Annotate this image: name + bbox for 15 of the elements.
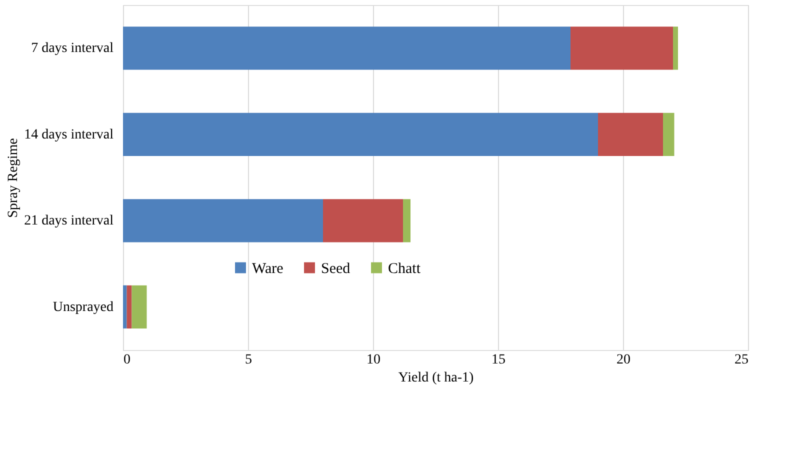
x-tick-label: 15 — [492, 352, 506, 368]
y-tick-label: Unsprayed — [52, 300, 114, 315]
y-tick-label: 7 days interval — [31, 41, 114, 56]
y-tick-label: 21 days interval — [24, 214, 114, 229]
x-tick-label: 20 — [616, 352, 630, 368]
x-tick-label: 25 — [734, 352, 748, 368]
x-axis-title: Yield (t ha-1) — [398, 370, 474, 386]
x-tick-label: 5 — [245, 352, 252, 368]
x-tick-label: 0 — [124, 352, 130, 368]
legend-label: Seed — [321, 260, 351, 277]
x-tick-label: 10 — [366, 352, 380, 368]
y-axis-title: Spray Regime — [6, 138, 22, 218]
legend-label: Ware — [252, 260, 284, 277]
legend-label: Chatt — [388, 260, 422, 277]
y-tick-label: 14 days interval — [24, 127, 114, 142]
